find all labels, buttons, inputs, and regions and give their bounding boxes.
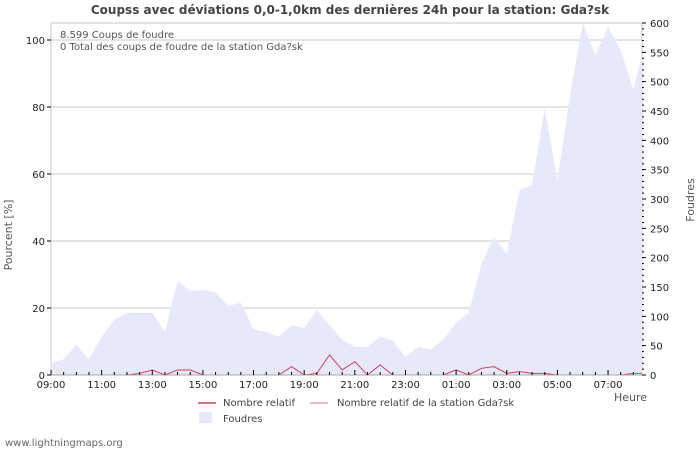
svg-text:17:00: 17:00 <box>239 380 268 391</box>
x-axis-ticks: 09:00 11:00 13:00 15:00 17:00 19:00 21:00 23:00… <box>37 370 634 391</box>
svg-text:550: 550 <box>650 48 669 59</box>
svg-text:100: 100 <box>650 312 669 323</box>
info-strike-count: 8.599 Coups de foudre <box>60 30 175 41</box>
y-axis-left-ticks: 0 20 40 60 80 100 <box>26 36 51 382</box>
y-axis-left-title: Pourcent [%] <box>2 200 15 271</box>
info-station-total: 0 Total des coups de foudre de la statio… <box>60 42 303 53</box>
y-axis-right-ticks: 0 50 100 150 200 250 300 350 400 450 500 550 600 <box>642 19 669 382</box>
svg-text:05:00: 05:00 <box>543 380 572 391</box>
x-axis-title: Heure <box>614 391 647 404</box>
svg-text:01:00: 01:00 <box>442 380 471 391</box>
svg-text:600: 600 <box>650 19 669 30</box>
svg-text:80: 80 <box>32 103 45 114</box>
svg-text:09:00: 09:00 <box>37 380 66 391</box>
chart-title: Coupss avec déviations 0,0-1,0km des der… <box>90 3 610 17</box>
svg-text:60: 60 <box>32 170 45 181</box>
svg-text:20: 20 <box>32 304 45 315</box>
svg-text:50: 50 <box>650 342 663 353</box>
legend-strikes-label: Foudres <box>223 414 262 425</box>
legend: Nombre relatif Nombre relatif de la stat… <box>198 398 514 425</box>
legend-relative-station-label: Nombre relatif de la station Gda?sk <box>337 398 514 409</box>
legend-relative-label: Nombre relatif <box>223 398 296 409</box>
svg-text:11:00: 11:00 <box>87 380 116 391</box>
svg-text:200: 200 <box>650 254 669 265</box>
svg-text:07:00: 07:00 <box>594 380 623 391</box>
svg-text:15:00: 15:00 <box>189 380 218 391</box>
svg-text:40: 40 <box>32 237 45 248</box>
svg-text:450: 450 <box>650 107 669 118</box>
svg-text:250: 250 <box>650 224 669 235</box>
svg-text:500: 500 <box>650 78 669 89</box>
svg-text:100: 100 <box>26 36 45 47</box>
svg-text:03:00: 03:00 <box>492 380 521 391</box>
svg-text:19:00: 19:00 <box>290 380 319 391</box>
footer-link[interactable]: www.lightningmaps.org <box>5 438 123 449</box>
svg-text:0: 0 <box>39 371 45 382</box>
svg-text:13:00: 13:00 <box>138 380 167 391</box>
svg-text:350: 350 <box>650 166 669 177</box>
svg-text:23:00: 23:00 <box>391 380 420 391</box>
legend-strikes-swatch <box>199 412 212 423</box>
svg-text:150: 150 <box>650 283 669 294</box>
relative-line <box>51 354 642 376</box>
svg-text:400: 400 <box>650 136 669 147</box>
svg-text:0: 0 <box>650 371 656 382</box>
svg-text:21:00: 21:00 <box>340 380 369 391</box>
y-axis-right-title: Foudres <box>684 178 697 222</box>
svg-text:300: 300 <box>650 195 669 206</box>
strikes-area <box>51 23 642 375</box>
